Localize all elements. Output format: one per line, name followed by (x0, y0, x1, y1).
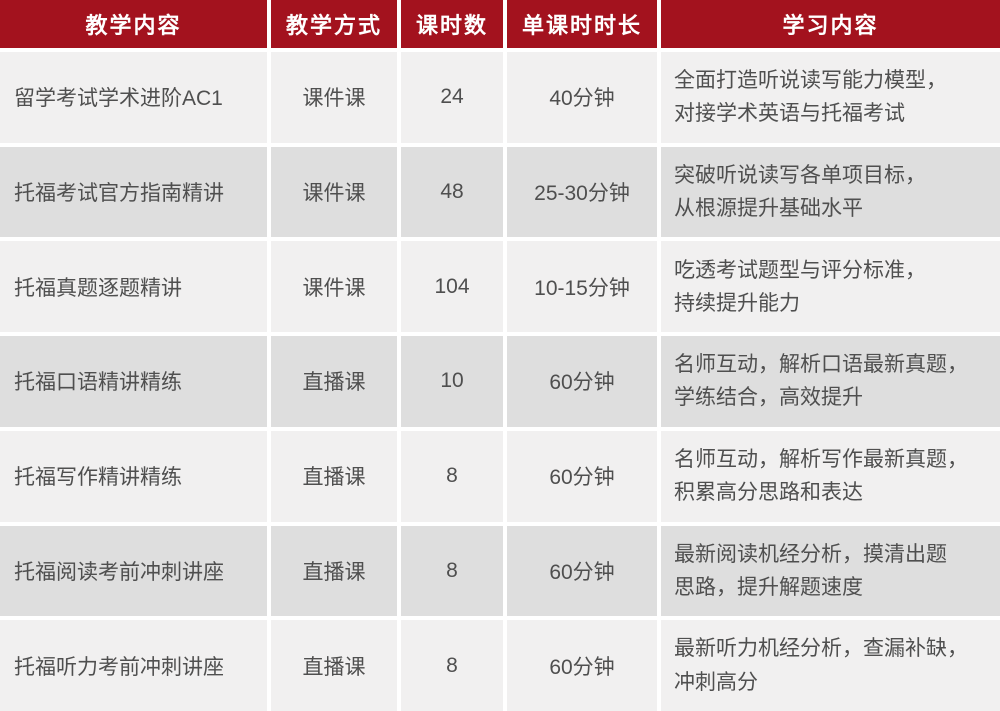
cell-lesson-count: 8 (401, 620, 503, 711)
cell-learning-content: 最新听力机经分析，查漏补缺， 冲刺高分 (661, 620, 1000, 711)
header-teaching-method: 教学方式 (271, 0, 397, 48)
cell-teaching-method: 课件课 (271, 241, 397, 333)
cell-learning-content: 名师互动，解析口语最新真题， 学练结合，高效提升 (661, 336, 1000, 427)
cell-teaching-method: 直播课 (271, 620, 397, 711)
cell-teaching-content: 托福考试官方指南精讲 (0, 146, 267, 238)
header-learning-content: 学习内容 (661, 0, 1000, 48)
cell-lesson-count: 8 (401, 430, 503, 522)
cell-lesson-count: 8 (401, 525, 503, 617)
cell-teaching-content: 托福口语精讲精练 (0, 336, 267, 427)
cell-teaching-content: 托福阅读考前冲刺讲座 (0, 525, 267, 617)
cell-lesson-duration: 60分钟 (507, 430, 657, 522)
cell-lesson-duration: 60分钟 (507, 525, 657, 617)
cell-teaching-method: 课件课 (271, 52, 397, 143)
cell-learning-content: 突破听说读写各单项目标， 从根源提升基础水平 (661, 146, 1000, 238)
cell-teaching-method: 直播课 (271, 336, 397, 427)
cell-learning-content: 全面打造听说读写能力模型， 对接学术英语与托福考试 (661, 52, 1000, 143)
cell-learning-content: 吃透考试题型与评分标准， 持续提升能力 (661, 241, 1000, 333)
cell-teaching-content: 托福真题逐题精讲 (0, 241, 267, 333)
cell-teaching-method: 课件课 (271, 146, 397, 238)
cell-teaching-content: 留学考试学术进阶AC1 (0, 52, 267, 143)
header-teaching-content: 教学内容 (0, 0, 267, 48)
cell-teaching-method: 直播课 (271, 525, 397, 617)
header-lesson-duration: 单课时时长 (507, 0, 657, 48)
cell-lesson-count: 48 (401, 146, 503, 238)
cell-learning-content: 名师互动，解析写作最新真题， 积累高分思路和表达 (661, 430, 1000, 522)
cell-lesson-duration: 40分钟 (507, 52, 657, 143)
cell-teaching-method: 直播课 (271, 430, 397, 522)
header-lesson-count: 课时数 (401, 0, 503, 48)
cell-lesson-duration: 25-30分钟 (507, 146, 657, 238)
cell-lesson-count: 10 (401, 336, 503, 427)
cell-lesson-duration: 10-15分钟 (507, 241, 657, 333)
cell-learning-content: 最新阅读机经分析，摸清出题 思路，提升解题速度 (661, 525, 1000, 617)
cell-lesson-duration: 60分钟 (507, 336, 657, 427)
cell-lesson-duration: 60分钟 (507, 620, 657, 711)
cell-lesson-count: 104 (401, 241, 503, 333)
cell-teaching-content: 托福写作精讲精练 (0, 430, 267, 522)
cell-lesson-count: 24 (401, 52, 503, 143)
cell-teaching-content: 托福听力考前冲刺讲座 (0, 620, 267, 711)
